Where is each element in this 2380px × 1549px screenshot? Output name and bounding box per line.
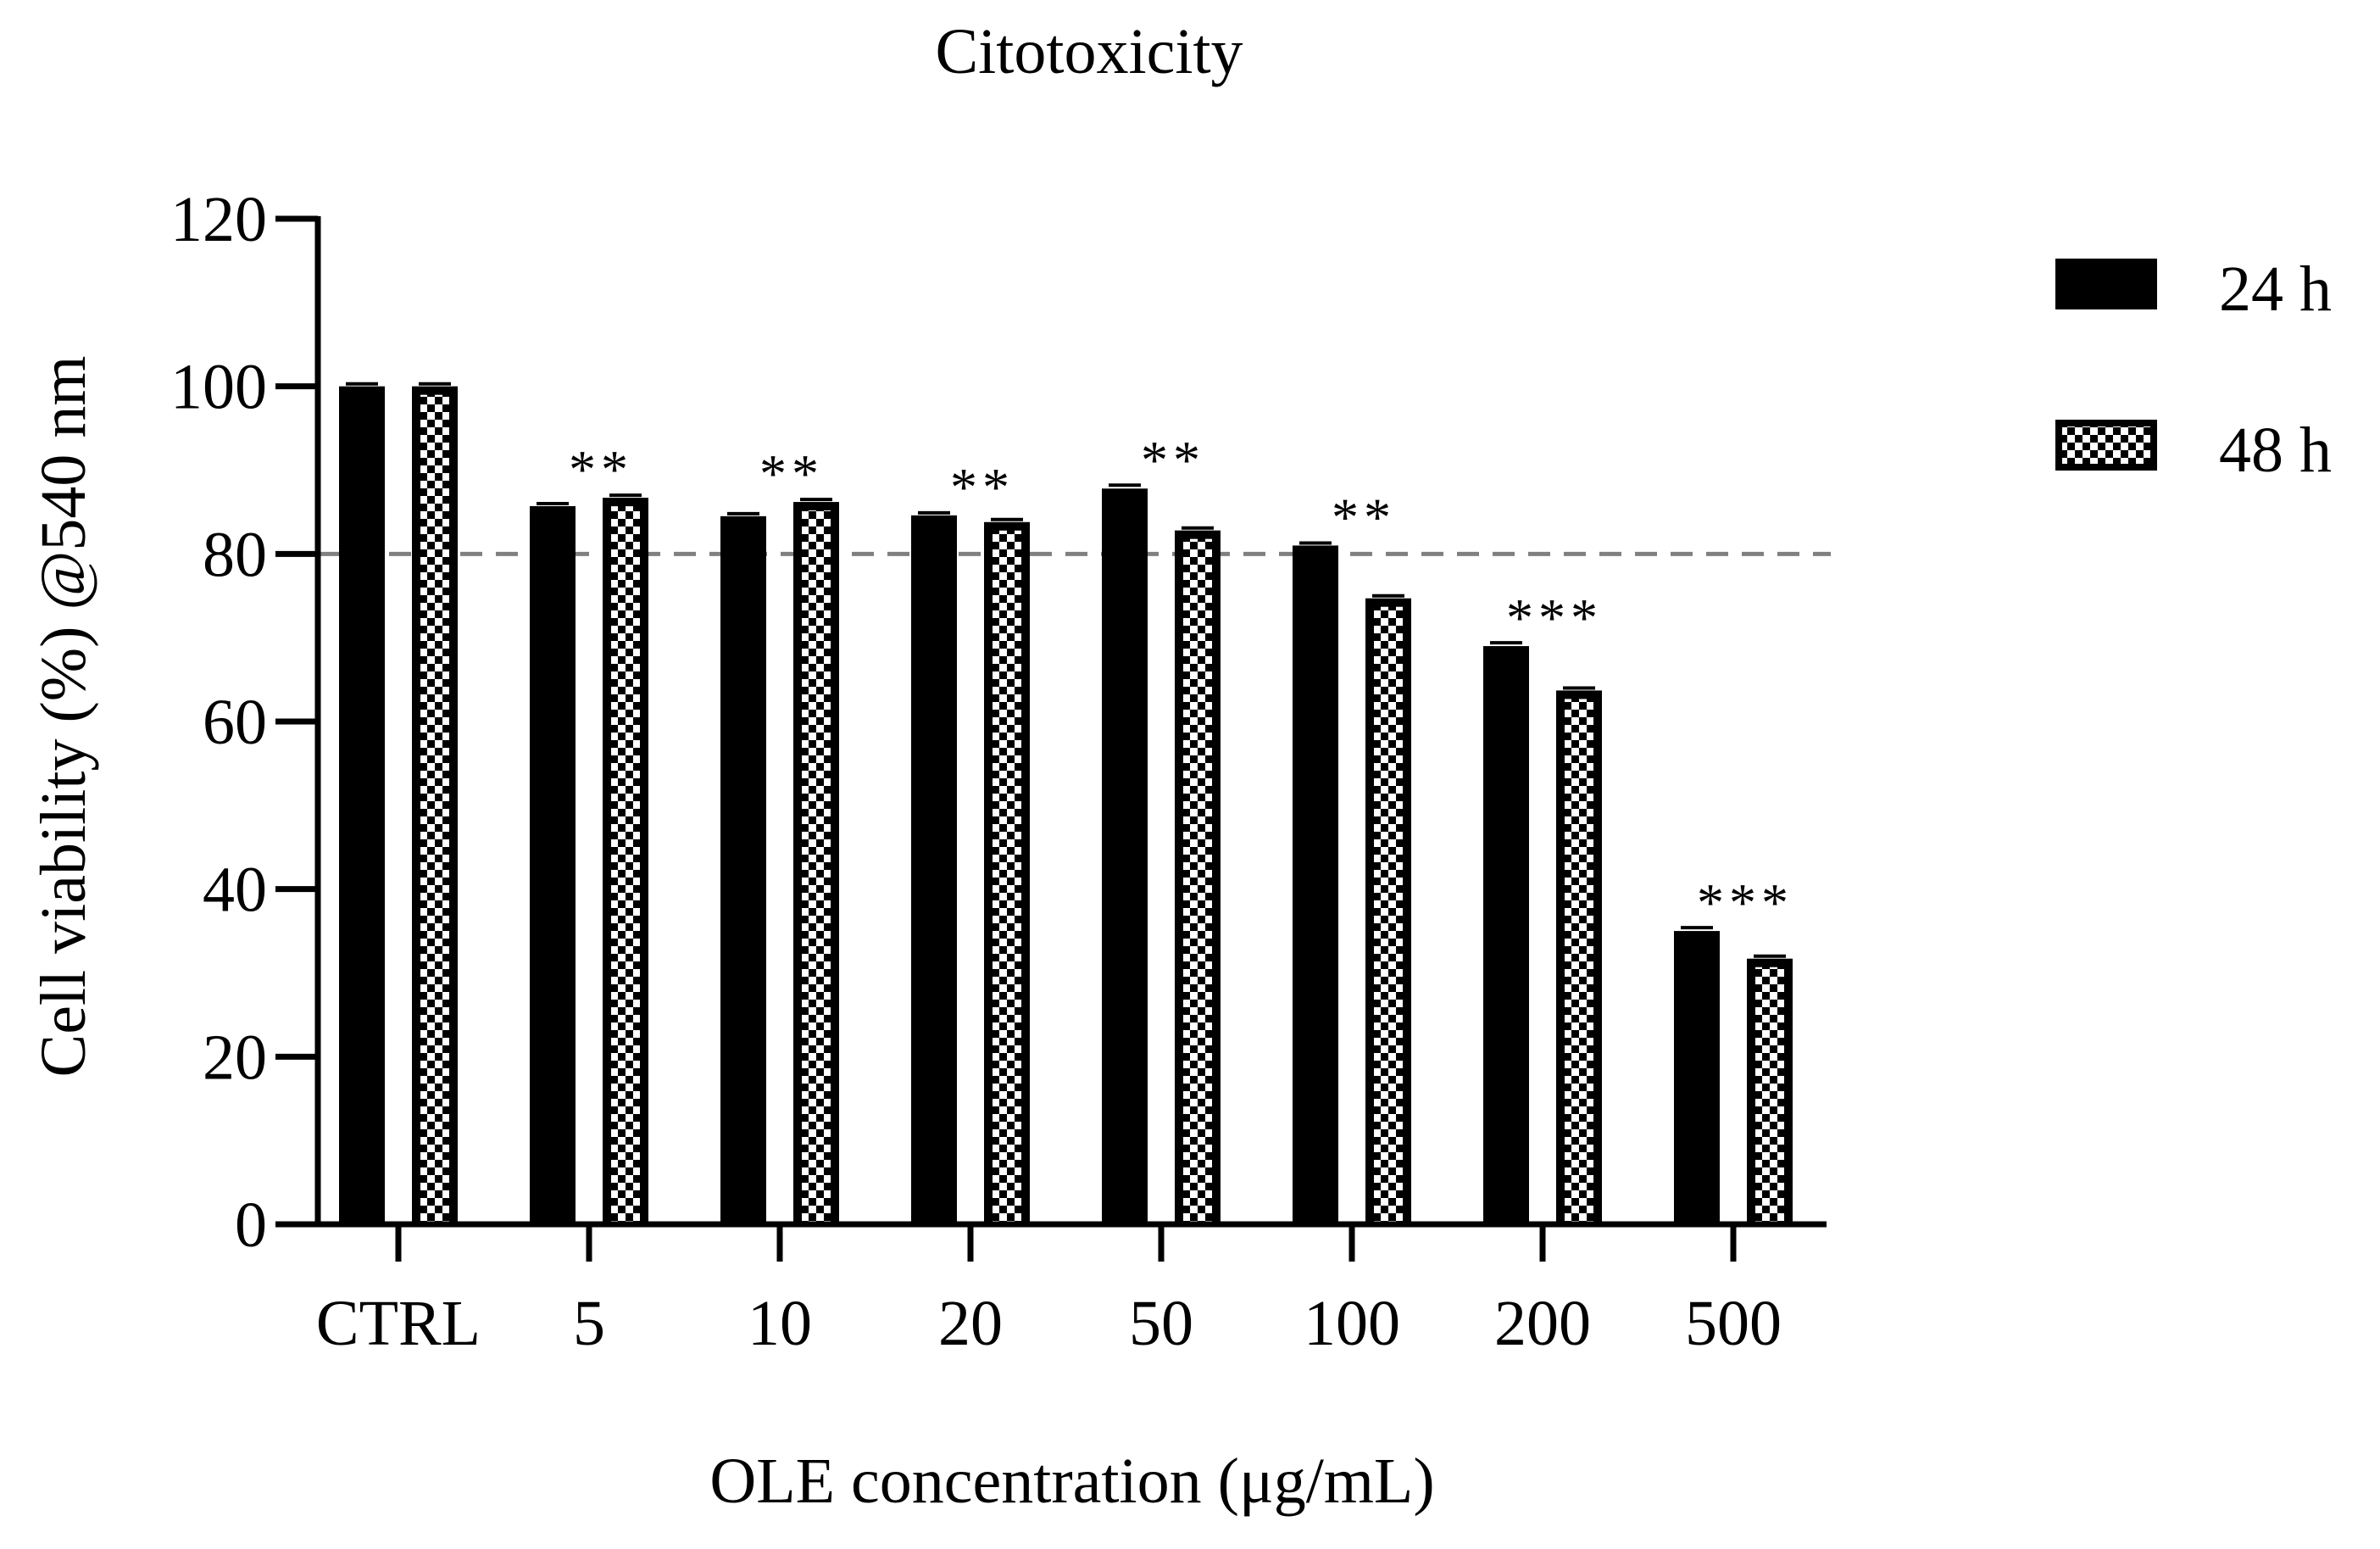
legend: 24 h 48 h [2055, 254, 2332, 486]
legend-label-48h: 48 h [2219, 415, 2332, 486]
bar-48h-pattern [611, 506, 640, 1224]
legend-item-24h: 24 h [2055, 254, 2332, 325]
significance-label: ** [569, 439, 633, 499]
legend-swatch-48h-pattern [2062, 426, 2150, 464]
significance-label: ** [1141, 430, 1205, 490]
significance-label: *** [1697, 872, 1793, 933]
y-tick-label: 20 [203, 1022, 267, 1093]
y-tick-label: 60 [203, 687, 267, 758]
legend-swatch-24h [2055, 259, 2157, 309]
legend-item-48h: 48 h [2055, 415, 2332, 486]
bar-48h-pattern [1755, 967, 1784, 1224]
bar-24h [339, 386, 385, 1225]
y-tick-label: 120 [170, 184, 267, 255]
x-tick-label: 100 [1304, 1288, 1400, 1359]
bars-group [339, 382, 1793, 1225]
bar-24h [720, 515, 766, 1224]
bar-48h-pattern [1565, 699, 1593, 1224]
chart-title: Citotoxicity [935, 16, 1243, 87]
bar-48h-pattern [802, 510, 831, 1224]
significance-label: ** [950, 457, 1015, 517]
bar-48h-pattern [993, 530, 1021, 1224]
bar-24h [1483, 646, 1529, 1224]
significance-label: *** [1506, 588, 1603, 648]
x-tick-label: 10 [748, 1288, 812, 1359]
y-tick-label: 40 [203, 855, 267, 926]
x-tick-label: 200 [1494, 1288, 1591, 1359]
x-tick-label: CTRL [316, 1288, 481, 1359]
bar-24h [530, 505, 576, 1224]
legend-label-24h: 24 h [2219, 254, 2332, 325]
x-tick-label: 500 [1685, 1288, 1782, 1359]
x-tick-label: 5 [573, 1288, 605, 1359]
y-tick-label: 0 [235, 1190, 267, 1261]
y-tick-label: 80 [203, 519, 267, 590]
bar-24h [911, 515, 957, 1224]
y-tick-label: 100 [170, 352, 267, 423]
x-axis-ticks: CTRL 5 10 20 50 100 200 500 [316, 1224, 1782, 1359]
y-axis-label: Cell viability (%) @540 nm [28, 356, 99, 1078]
axes [314, 216, 1827, 1228]
x-axis-label: OLE concentration (μg/mL) [709, 1446, 1434, 1517]
significance-markers: ** ** ** ********** [569, 430, 1793, 933]
significance-label: ** [759, 443, 824, 504]
significance-label: ** [1332, 487, 1396, 547]
bar-24h [1293, 545, 1338, 1224]
bar-48h-pattern [1183, 538, 1212, 1224]
bar-24h [1674, 931, 1720, 1224]
x-tick-label: 50 [1129, 1288, 1193, 1359]
x-tick-label: 20 [938, 1288, 1003, 1359]
bar-48h-pattern [1374, 606, 1403, 1224]
bar-48h-pattern [420, 394, 449, 1225]
bar-24h [1102, 488, 1148, 1224]
y-axis-ticks: 0 20 40 60 80 100 120 [170, 184, 318, 1261]
